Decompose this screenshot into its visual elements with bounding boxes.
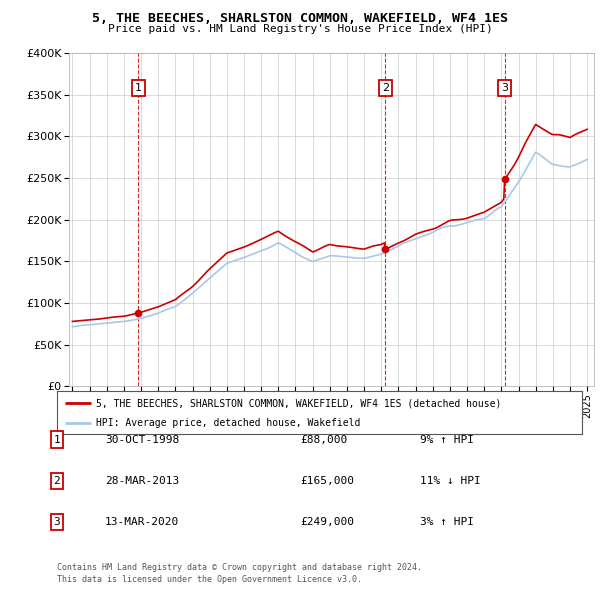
Text: 13-MAR-2020: 13-MAR-2020 — [105, 517, 179, 527]
Text: 2: 2 — [382, 83, 389, 93]
Text: 28-MAR-2013: 28-MAR-2013 — [105, 476, 179, 486]
Text: This data is licensed under the Open Government Licence v3.0.: This data is licensed under the Open Gov… — [57, 575, 362, 584]
Text: £165,000: £165,000 — [300, 476, 354, 486]
Text: 2: 2 — [53, 476, 61, 486]
Text: £249,000: £249,000 — [300, 517, 354, 527]
Text: £88,000: £88,000 — [300, 435, 347, 444]
Text: Contains HM Land Registry data © Crown copyright and database right 2024.: Contains HM Land Registry data © Crown c… — [57, 563, 422, 572]
Text: 3: 3 — [53, 517, 61, 527]
Text: 1: 1 — [134, 83, 142, 93]
Text: 3% ↑ HPI: 3% ↑ HPI — [420, 517, 474, 527]
Text: 3: 3 — [501, 83, 508, 93]
Text: 30-OCT-1998: 30-OCT-1998 — [105, 435, 179, 444]
Text: 5, THE BEECHES, SHARLSTON COMMON, WAKEFIELD, WF4 1ES (detached house): 5, THE BEECHES, SHARLSTON COMMON, WAKEFI… — [97, 398, 502, 408]
Text: HPI: Average price, detached house, Wakefield: HPI: Average price, detached house, Wake… — [97, 418, 361, 428]
Text: 9% ↑ HPI: 9% ↑ HPI — [420, 435, 474, 444]
Text: 11% ↓ HPI: 11% ↓ HPI — [420, 476, 481, 486]
Text: 1: 1 — [53, 435, 61, 444]
Text: Price paid vs. HM Land Registry's House Price Index (HPI): Price paid vs. HM Land Registry's House … — [107, 25, 493, 34]
Text: 5, THE BEECHES, SHARLSTON COMMON, WAKEFIELD, WF4 1ES: 5, THE BEECHES, SHARLSTON COMMON, WAKEFI… — [92, 12, 508, 25]
